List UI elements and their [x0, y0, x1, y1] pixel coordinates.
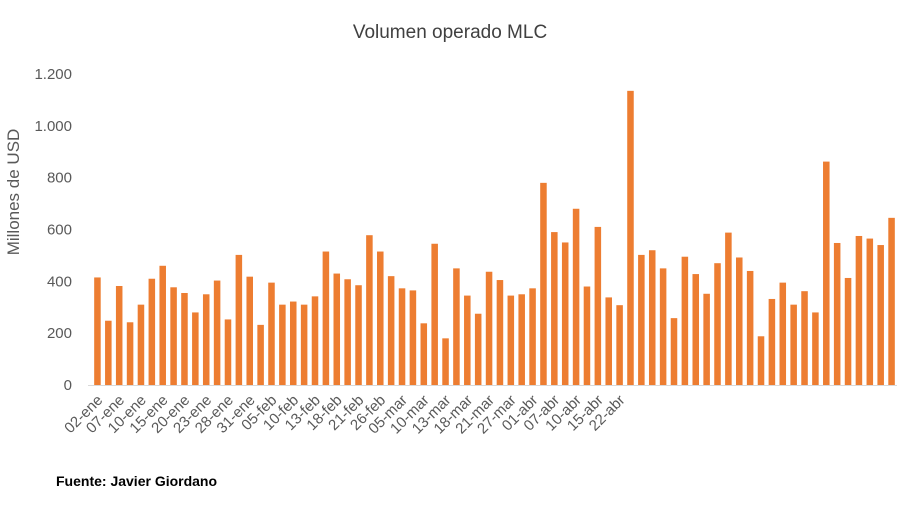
- bar: [877, 245, 884, 385]
- bar: [561, 242, 569, 385]
- y-axis-title: Millones de USD: [4, 129, 23, 256]
- bar: [616, 305, 623, 385]
- bar: [213, 280, 221, 385]
- bar: [137, 304, 145, 385]
- bar: [366, 235, 373, 385]
- y-tick-label: 1.200: [34, 66, 72, 83]
- bar: [507, 295, 515, 385]
- bar: [833, 242, 841, 385]
- bar: [279, 304, 286, 385]
- bar: [355, 285, 362, 385]
- y-tick-label: 0: [64, 377, 72, 394]
- chart-title: Volumen operado MLC: [353, 22, 547, 43]
- bar: [115, 285, 123, 385]
- bar: [572, 208, 580, 385]
- bar: [474, 313, 482, 385]
- bar: [268, 282, 275, 385]
- bar: [311, 296, 319, 385]
- bar: [659, 268, 667, 385]
- bar: [105, 320, 112, 385]
- bar: [496, 280, 504, 385]
- bar: [551, 232, 558, 385]
- bar: [344, 279, 351, 385]
- bar: [714, 263, 721, 385]
- bars: [94, 90, 895, 386]
- bar: [300, 304, 308, 385]
- y-tick-label: 200: [47, 325, 72, 342]
- y-tick-label: 400: [47, 273, 72, 290]
- bar: [888, 217, 895, 385]
- bar: [453, 268, 460, 385]
- bar: [420, 323, 428, 385]
- bar: [594, 226, 602, 385]
- bar: [670, 318, 678, 385]
- bar: [812, 312, 819, 385]
- bar: [257, 324, 264, 385]
- bar: [866, 238, 874, 385]
- bar: [289, 301, 297, 385]
- bar: [485, 271, 493, 385]
- bar: [409, 290, 417, 385]
- bar: [464, 295, 471, 385]
- bar: [855, 235, 863, 385]
- bar: [844, 277, 852, 385]
- bar: [823, 161, 830, 385]
- bar: [181, 292, 188, 385]
- y-tick-label: 800: [47, 170, 72, 187]
- bar: [192, 312, 199, 385]
- bar: [518, 294, 525, 385]
- bar: [648, 250, 656, 385]
- y-axis-ticks: 0 200 400 600 800 1.000 1.200: [34, 66, 72, 394]
- bar: [94, 277, 101, 385]
- bar: [431, 243, 438, 385]
- x-axis-ticks: 02-ene07-ene10-ene15-ene20-ene23-ene28-e…: [61, 392, 628, 438]
- bar: [126, 322, 134, 385]
- source-note: Fuente: Javier Giordano: [56, 473, 218, 489]
- bar: [692, 274, 700, 385]
- bar: [790, 304, 797, 385]
- bar: [224, 319, 232, 385]
- bar: [235, 254, 243, 385]
- bar: [377, 251, 384, 385]
- bar: [540, 182, 547, 385]
- bar: [638, 254, 645, 385]
- bar: [322, 251, 330, 385]
- bar: [170, 287, 177, 385]
- bar: [703, 293, 710, 385]
- bar: [398, 288, 406, 385]
- bar: [148, 278, 156, 385]
- bar: [202, 294, 210, 385]
- bar: [442, 338, 449, 385]
- y-tick-label: 600: [47, 222, 72, 239]
- bar: [801, 291, 808, 385]
- bar: [779, 282, 787, 385]
- bar: [768, 298, 776, 385]
- bar: [605, 297, 612, 385]
- bar: [681, 256, 689, 385]
- bar: [746, 270, 754, 385]
- bar: [725, 232, 732, 385]
- bar-chart: Volumen operado MLC Millones de USD 0 200…: [4, 22, 897, 438]
- bar: [627, 90, 634, 386]
- bar: [529, 288, 536, 385]
- bar: [333, 273, 341, 385]
- bar: [159, 265, 166, 385]
- y-tick-label: 1.000: [34, 118, 72, 135]
- bar: [757, 336, 765, 385]
- bar: [736, 257, 743, 385]
- bar: [387, 276, 395, 385]
- bar: [583, 286, 591, 385]
- bar: [246, 276, 253, 385]
